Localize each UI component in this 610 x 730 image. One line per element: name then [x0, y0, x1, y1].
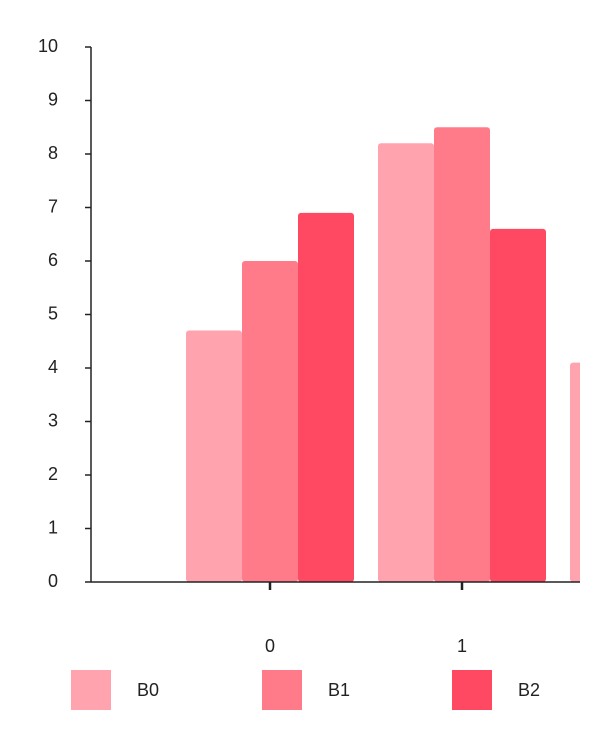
y-tick-label: 6	[48, 250, 58, 270]
y-tick-label: 7	[48, 196, 58, 216]
legend-swatch	[71, 670, 111, 710]
legend-label: B2	[518, 680, 540, 700]
plot-area	[186, 127, 580, 583]
x-tick-label: 1	[457, 636, 467, 656]
y-tick-label: 2	[48, 464, 58, 484]
y-tick-label: 10	[38, 36, 58, 56]
bar	[298, 212, 354, 582]
bar	[242, 261, 298, 582]
legend-label: B1	[328, 680, 350, 700]
bar	[434, 127, 490, 582]
y-tick-label: 1	[48, 517, 58, 537]
legend-swatch	[452, 670, 492, 710]
y-tick-label: 9	[48, 89, 58, 109]
y-tick-label: 0	[48, 571, 58, 591]
y-tick-label: 3	[48, 410, 58, 430]
legend-swatch	[262, 670, 302, 710]
y-tick-label: 5	[48, 303, 58, 323]
x-tick-label: 0	[265, 636, 275, 656]
bar	[378, 143, 434, 583]
y-tick-label: 8	[48, 143, 58, 163]
bar	[490, 228, 546, 582]
legend-label: B0	[137, 680, 159, 700]
bar	[186, 330, 242, 582]
bar	[570, 362, 580, 582]
y-tick-label: 4	[48, 357, 58, 377]
